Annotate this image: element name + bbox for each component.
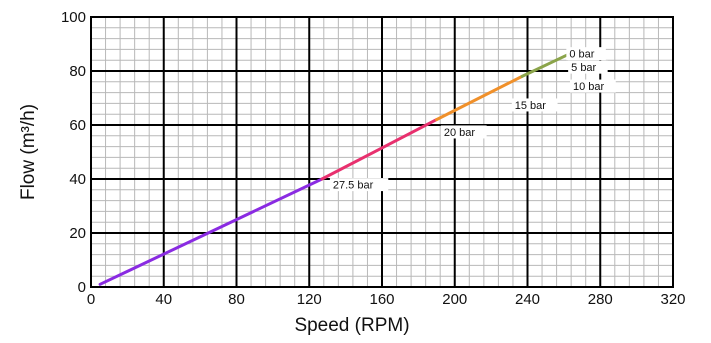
x-tick-label: 160 bbox=[369, 291, 394, 308]
pressure-label: 5 bar bbox=[568, 60, 608, 74]
pressure-label: 27.5 bar bbox=[329, 178, 389, 192]
pressure-label-bg bbox=[511, 98, 558, 112]
pressure-label-bg bbox=[568, 60, 608, 74]
x-tick-label: 240 bbox=[515, 291, 540, 308]
y-tick-label: 100 bbox=[61, 9, 86, 26]
flow-segment bbox=[320, 118, 439, 181]
y-tick-label: 60 bbox=[69, 117, 86, 134]
x-tick-label: 200 bbox=[442, 291, 467, 308]
x-tick-label: 40 bbox=[155, 291, 172, 308]
flow-segment bbox=[435, 74, 524, 122]
y-tick-label: 20 bbox=[69, 225, 86, 242]
pressure-label: 0 bar bbox=[566, 47, 606, 61]
x-axis-title: Speed (RPM) bbox=[294, 315, 409, 336]
pressure-label-text: 10 bar bbox=[573, 81, 605, 93]
y-tick-label: 0 bbox=[78, 279, 86, 296]
pressure-label-bg bbox=[329, 178, 389, 192]
major-grid bbox=[90, 16, 674, 288]
pressure-label-text: 20 bar bbox=[444, 127, 476, 139]
pressure-label-text: 0 bar bbox=[569, 49, 594, 61]
y-tick-label: 40 bbox=[69, 171, 86, 188]
pressure-label: 15 bar bbox=[511, 98, 558, 112]
pressure-label-text: 5 bar bbox=[571, 62, 596, 74]
x-tick-label: 120 bbox=[297, 291, 322, 308]
pressure-label: 20 bar bbox=[440, 125, 487, 139]
pressure-label-text: 27.5 bar bbox=[333, 180, 374, 192]
x-tick-label: 0 bbox=[87, 291, 95, 308]
y-axis-title: Flow (m³/h) bbox=[18, 104, 39, 200]
flow-segment bbox=[98, 177, 324, 286]
pressure-label-bg bbox=[440, 125, 487, 139]
pressure-label-bg bbox=[566, 47, 606, 61]
y-tick-label: 80 bbox=[69, 63, 86, 80]
pressure-label-bg bbox=[569, 79, 616, 93]
flow-series bbox=[98, 53, 570, 286]
x-tick-label: 280 bbox=[588, 291, 613, 308]
x-tick-label: 80 bbox=[228, 291, 245, 308]
x-tick-label: 320 bbox=[660, 291, 685, 308]
flow-segment bbox=[520, 53, 570, 78]
pressure-label: 10 bar bbox=[569, 79, 616, 93]
plot-frame bbox=[90, 16, 674, 288]
pressure-label-text: 15 bar bbox=[515, 100, 547, 112]
tick-labels: 0 40 80 120 160 200 240 280 320 0 20 40 60 80 100 bbox=[61, 9, 686, 308]
